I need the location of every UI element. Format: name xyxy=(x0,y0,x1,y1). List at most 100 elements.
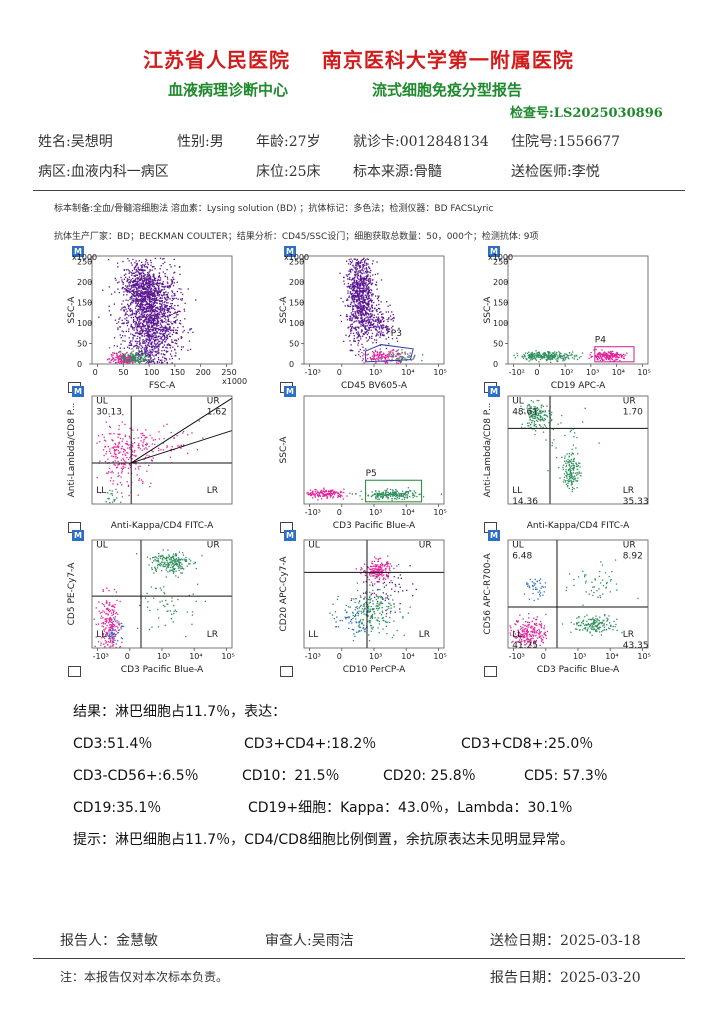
gate-outline[interactable] xyxy=(365,479,423,503)
event-dot xyxy=(110,493,112,495)
event-dot xyxy=(166,334,168,336)
event-dot xyxy=(394,494,396,497)
event-dot xyxy=(350,258,352,260)
event-dot xyxy=(408,354,410,357)
event-dot xyxy=(156,346,158,348)
event-dot xyxy=(358,340,360,342)
event-dot xyxy=(159,326,161,329)
event-dot xyxy=(393,492,395,494)
event-dot xyxy=(361,287,363,289)
event-dot xyxy=(322,492,324,494)
event-dot xyxy=(167,296,170,299)
event-dot xyxy=(531,414,533,416)
event-dot xyxy=(356,312,358,314)
event-dot xyxy=(118,281,120,283)
event-dot xyxy=(142,312,145,314)
event-dot xyxy=(143,335,145,337)
event-dot xyxy=(176,332,178,335)
event-dot xyxy=(529,357,531,360)
event-dot xyxy=(575,354,577,356)
event-dot xyxy=(150,323,152,325)
event-dot xyxy=(132,336,134,339)
event-dot xyxy=(595,355,597,357)
event-dot xyxy=(161,359,163,361)
quadrant-diagonal[interactable] xyxy=(130,397,233,464)
event-dot xyxy=(132,361,134,363)
event-dot xyxy=(359,336,362,338)
plot-frame xyxy=(91,395,233,505)
event-dot xyxy=(178,288,180,290)
event-dot xyxy=(143,307,145,309)
event-dot xyxy=(531,422,533,424)
event-dot xyxy=(150,357,153,359)
event-dot xyxy=(156,318,158,321)
event-dot xyxy=(171,299,173,302)
event-dot xyxy=(574,478,577,480)
event-dot xyxy=(125,285,127,287)
event-dot xyxy=(377,495,379,497)
event-dot xyxy=(368,321,370,323)
event-dot xyxy=(135,282,137,285)
event-dot xyxy=(103,439,106,441)
event-dot xyxy=(357,310,359,312)
event-dot xyxy=(128,330,130,332)
event-dot xyxy=(144,340,146,342)
event-dot xyxy=(118,425,120,427)
event-dot xyxy=(169,311,172,314)
event-dot xyxy=(121,307,123,309)
event-dot xyxy=(159,337,161,340)
event-dot xyxy=(152,306,154,308)
event-dot xyxy=(137,357,139,359)
event-dot xyxy=(568,459,571,462)
gate-outline[interactable] xyxy=(365,344,414,363)
event-dot xyxy=(169,306,171,308)
event-dot xyxy=(139,330,141,333)
event-dot xyxy=(157,357,160,359)
event-dot xyxy=(371,358,374,360)
event-dot xyxy=(368,295,371,297)
event-dot xyxy=(118,318,120,320)
event-dot xyxy=(165,328,168,330)
event-dot xyxy=(147,289,149,291)
event-dot xyxy=(129,446,131,449)
event-dot xyxy=(148,308,150,310)
event-dot xyxy=(382,497,384,499)
event-dot xyxy=(162,442,164,444)
event-dot xyxy=(164,300,166,303)
event-dot xyxy=(354,271,356,273)
event-dot xyxy=(349,340,351,342)
event-dot xyxy=(365,275,367,278)
event-dot xyxy=(355,320,358,322)
event-dot xyxy=(112,461,114,463)
event-dot xyxy=(173,297,175,300)
event-dot xyxy=(164,327,166,329)
y-tick-label: 200 xyxy=(77,278,92,287)
event-dot xyxy=(350,330,352,332)
event-dot xyxy=(596,358,598,360)
gate-outline[interactable] xyxy=(594,346,635,363)
event-dot xyxy=(143,293,145,295)
event-dot xyxy=(359,302,361,304)
event-dot xyxy=(413,357,415,359)
event-dot xyxy=(102,289,104,291)
event-dot xyxy=(148,324,150,326)
event-dot xyxy=(422,354,424,356)
event-dot xyxy=(366,272,368,274)
event-dot xyxy=(153,305,155,308)
event-dot xyxy=(359,262,361,264)
event-dot xyxy=(116,282,119,284)
event-dot xyxy=(146,262,149,264)
event-dot xyxy=(365,320,367,323)
event-dot xyxy=(348,326,350,328)
event-dot xyxy=(116,491,119,493)
event-dot xyxy=(138,349,140,352)
event-dot xyxy=(534,355,536,357)
quadrant-diagonal[interactable] xyxy=(131,430,233,464)
flow-plot-p3: M P4 -10² 0 10² 10³ 10⁴ 10⁵ 0 50 100 150 200 250 x1000… xyxy=(480,246,670,400)
event-dot xyxy=(338,493,340,496)
event-dot xyxy=(534,409,537,412)
event-dot xyxy=(138,284,140,286)
event-dot xyxy=(147,332,149,334)
event-dot xyxy=(367,287,369,290)
event-dot xyxy=(135,271,137,274)
